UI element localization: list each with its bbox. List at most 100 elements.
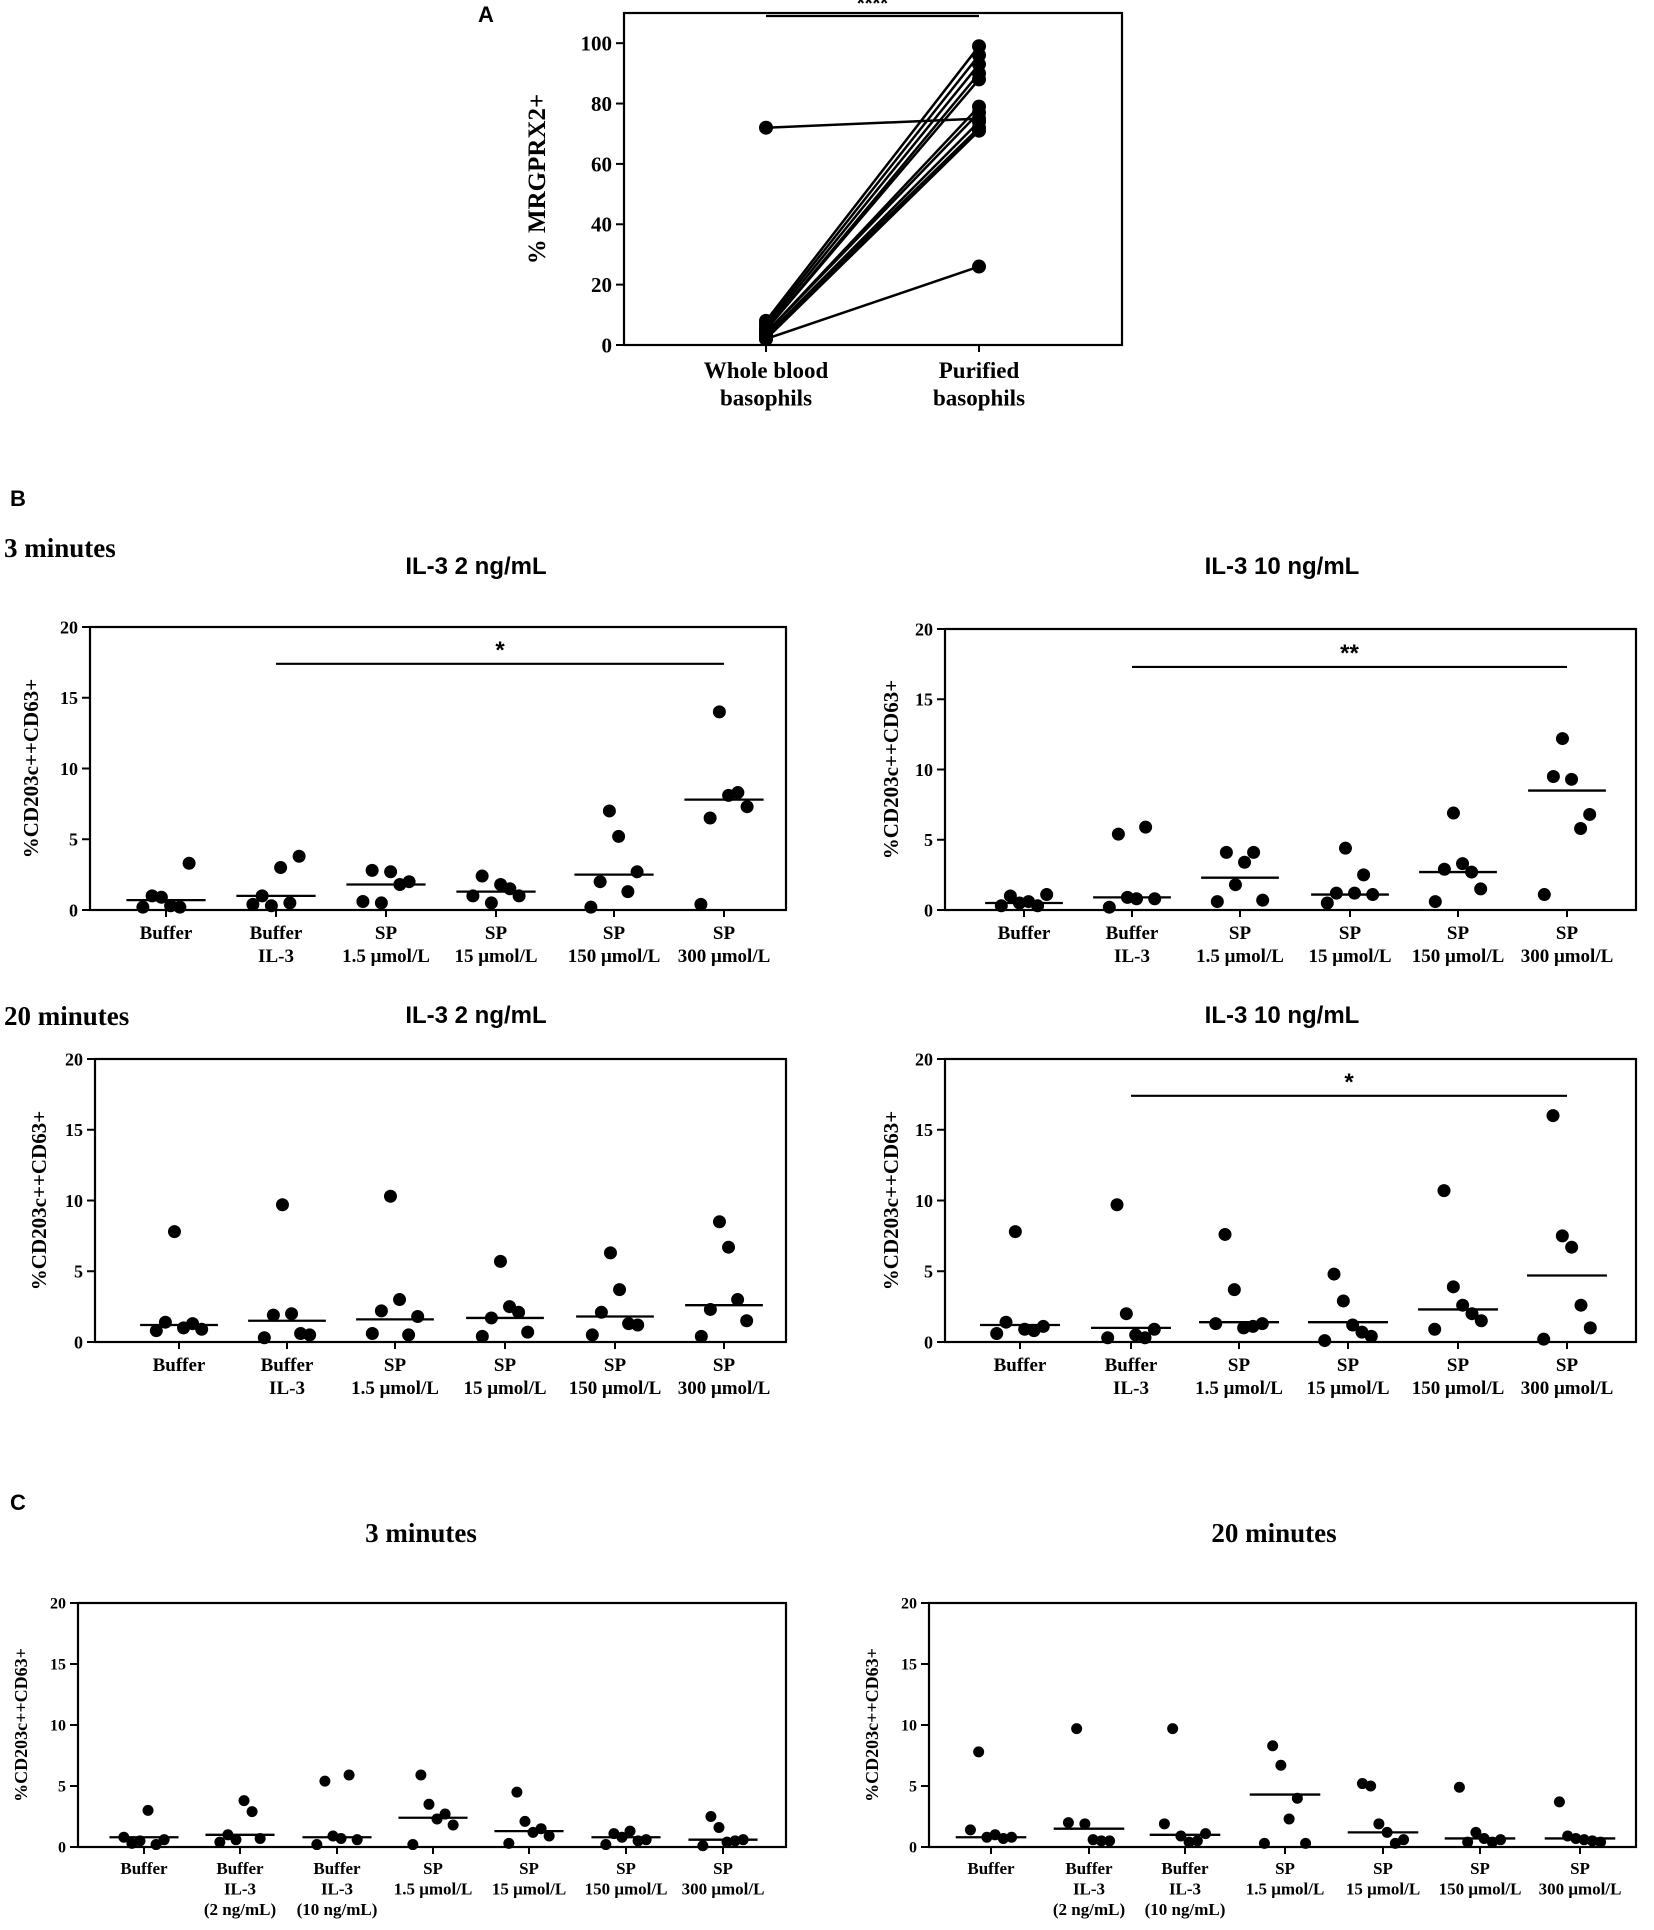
data-point	[1474, 882, 1488, 896]
chart-b-3min-il3-2: 0 5 10 15 20 %CD203c++CD63+ IL-3 2 ng/mL Buffer…	[19, 553, 788, 967]
data-point	[475, 869, 489, 883]
data-point	[1546, 1109, 1560, 1123]
data-point	[964, 1824, 976, 1836]
data-point	[1555, 1229, 1569, 1243]
x-tick-label: Buffer	[120, 1859, 168, 1878]
data-point	[1130, 892, 1144, 906]
chart-title: IL-3 10 ng/mL	[1205, 553, 1360, 580]
x-tick-label: SP	[713, 923, 736, 944]
data-point	[407, 1839, 419, 1851]
data-point	[374, 1304, 388, 1318]
y-tick-label: 0	[58, 1840, 66, 1857]
y-tick-label: 5	[924, 1262, 933, 1282]
data-point	[990, 1327, 1004, 1341]
data-point	[1546, 770, 1560, 784]
data-point	[602, 804, 616, 818]
pair-line	[765, 126, 980, 337]
data-point	[1003, 889, 1017, 903]
x-tick-label: SP	[1570, 1859, 1590, 1878]
data-point	[585, 1328, 599, 1342]
data-point	[292, 849, 306, 863]
data-point	[584, 900, 598, 914]
data-point	[1583, 1321, 1597, 1335]
data-point	[264, 899, 278, 913]
y-tick-label: 15	[60, 688, 78, 708]
x-tick-label: SP	[713, 1859, 733, 1878]
significance-label: **	[1340, 640, 1359, 667]
y-tick-label: 20	[65, 1049, 83, 1069]
data-point	[393, 1293, 407, 1307]
data-point	[1456, 857, 1470, 871]
y-axis-label: %CD203c++CD63+	[879, 680, 903, 859]
chart-a-mrgprx2: 0 20 40 60 80 100 % MRGPRX2+ Whole blood basophi…	[524, 0, 1124, 411]
x-tick-label: SP	[494, 1355, 517, 1376]
chart-title: IL-3 2 ng/mL	[405, 1002, 546, 1029]
data-point	[1255, 1317, 1269, 1331]
data-point	[697, 1840, 709, 1852]
data-point	[703, 811, 717, 825]
plot-frame	[93, 1057, 788, 1344]
y-tick-label: 5	[924, 830, 933, 850]
pair-line	[765, 117, 980, 129]
data-point	[1320, 896, 1334, 910]
y-tick-label: 10	[901, 1718, 917, 1735]
x-tick-label: Buffer	[250, 923, 303, 944]
data-point	[1336, 1294, 1350, 1308]
y-tick-label: 5	[909, 1779, 917, 1796]
data-point	[384, 865, 398, 879]
y-tick-label: 10	[915, 1191, 933, 1211]
data-point	[351, 1834, 363, 1846]
data-point	[1327, 1267, 1341, 1281]
data-point	[158, 1834, 170, 1846]
data-point	[1071, 1723, 1083, 1735]
data-point	[1227, 1283, 1241, 1297]
x-tick-label: 150 μmol/L	[568, 946, 661, 967]
data-point	[593, 875, 607, 889]
y-tick-label: 0	[602, 333, 613, 357]
data-point	[1200, 1828, 1212, 1840]
data-point	[1365, 1780, 1377, 1792]
data-point	[1398, 1834, 1410, 1846]
x-tick-label: 300 μmol/L	[1539, 1879, 1622, 1898]
x-tick-label: 150 μmol/L	[1412, 1378, 1505, 1399]
data-point	[694, 1329, 708, 1343]
chart-title: IL-3 10 ng/mL	[1205, 1002, 1360, 1029]
x-tick-label: SP	[604, 1355, 627, 1376]
significance-label: ****	[857, 0, 888, 15]
x-tick-label: SP	[603, 923, 626, 944]
pair-line	[765, 111, 980, 334]
data-point	[640, 1834, 652, 1846]
pair-line	[765, 63, 980, 328]
data-point	[285, 1307, 299, 1321]
x-tick-label: SP	[1470, 1859, 1490, 1878]
data-point	[1031, 899, 1045, 913]
data-point	[319, 1775, 331, 1787]
data-point	[356, 895, 370, 909]
x-tick-label: SP	[1228, 1355, 1251, 1376]
y-tick-label: 100	[581, 32, 613, 56]
x-tick-label: Buffer	[998, 923, 1051, 944]
data-point	[1389, 1837, 1401, 1849]
x-tick-label: 300 μmol/L	[1521, 946, 1614, 967]
x-tick-label: 150 μmol/L	[569, 1378, 662, 1399]
chart-title: 20 minutes	[1211, 1518, 1336, 1548]
data-point	[999, 1315, 1013, 1329]
data-point	[1183, 1836, 1195, 1848]
x-tick-label: SP	[1229, 923, 1252, 944]
significance-label: *	[495, 637, 505, 664]
x-tick-label: SP	[1447, 1355, 1470, 1376]
data-point	[1087, 1834, 1099, 1846]
data-point	[705, 1811, 717, 1822]
data-point	[1209, 1317, 1223, 1331]
data-point	[1495, 1834, 1507, 1846]
x-tick-label: SP	[423, 1859, 443, 1878]
data-point	[972, 72, 986, 87]
data-point	[283, 896, 297, 910]
data-point	[1147, 1322, 1161, 1336]
data-point	[1446, 1280, 1460, 1294]
y-tick-label: 20	[50, 1596, 66, 1613]
y-axis-label: %CD203c++CD63+	[11, 1648, 31, 1802]
data-point	[631, 1318, 645, 1332]
data-point	[1574, 1298, 1588, 1312]
